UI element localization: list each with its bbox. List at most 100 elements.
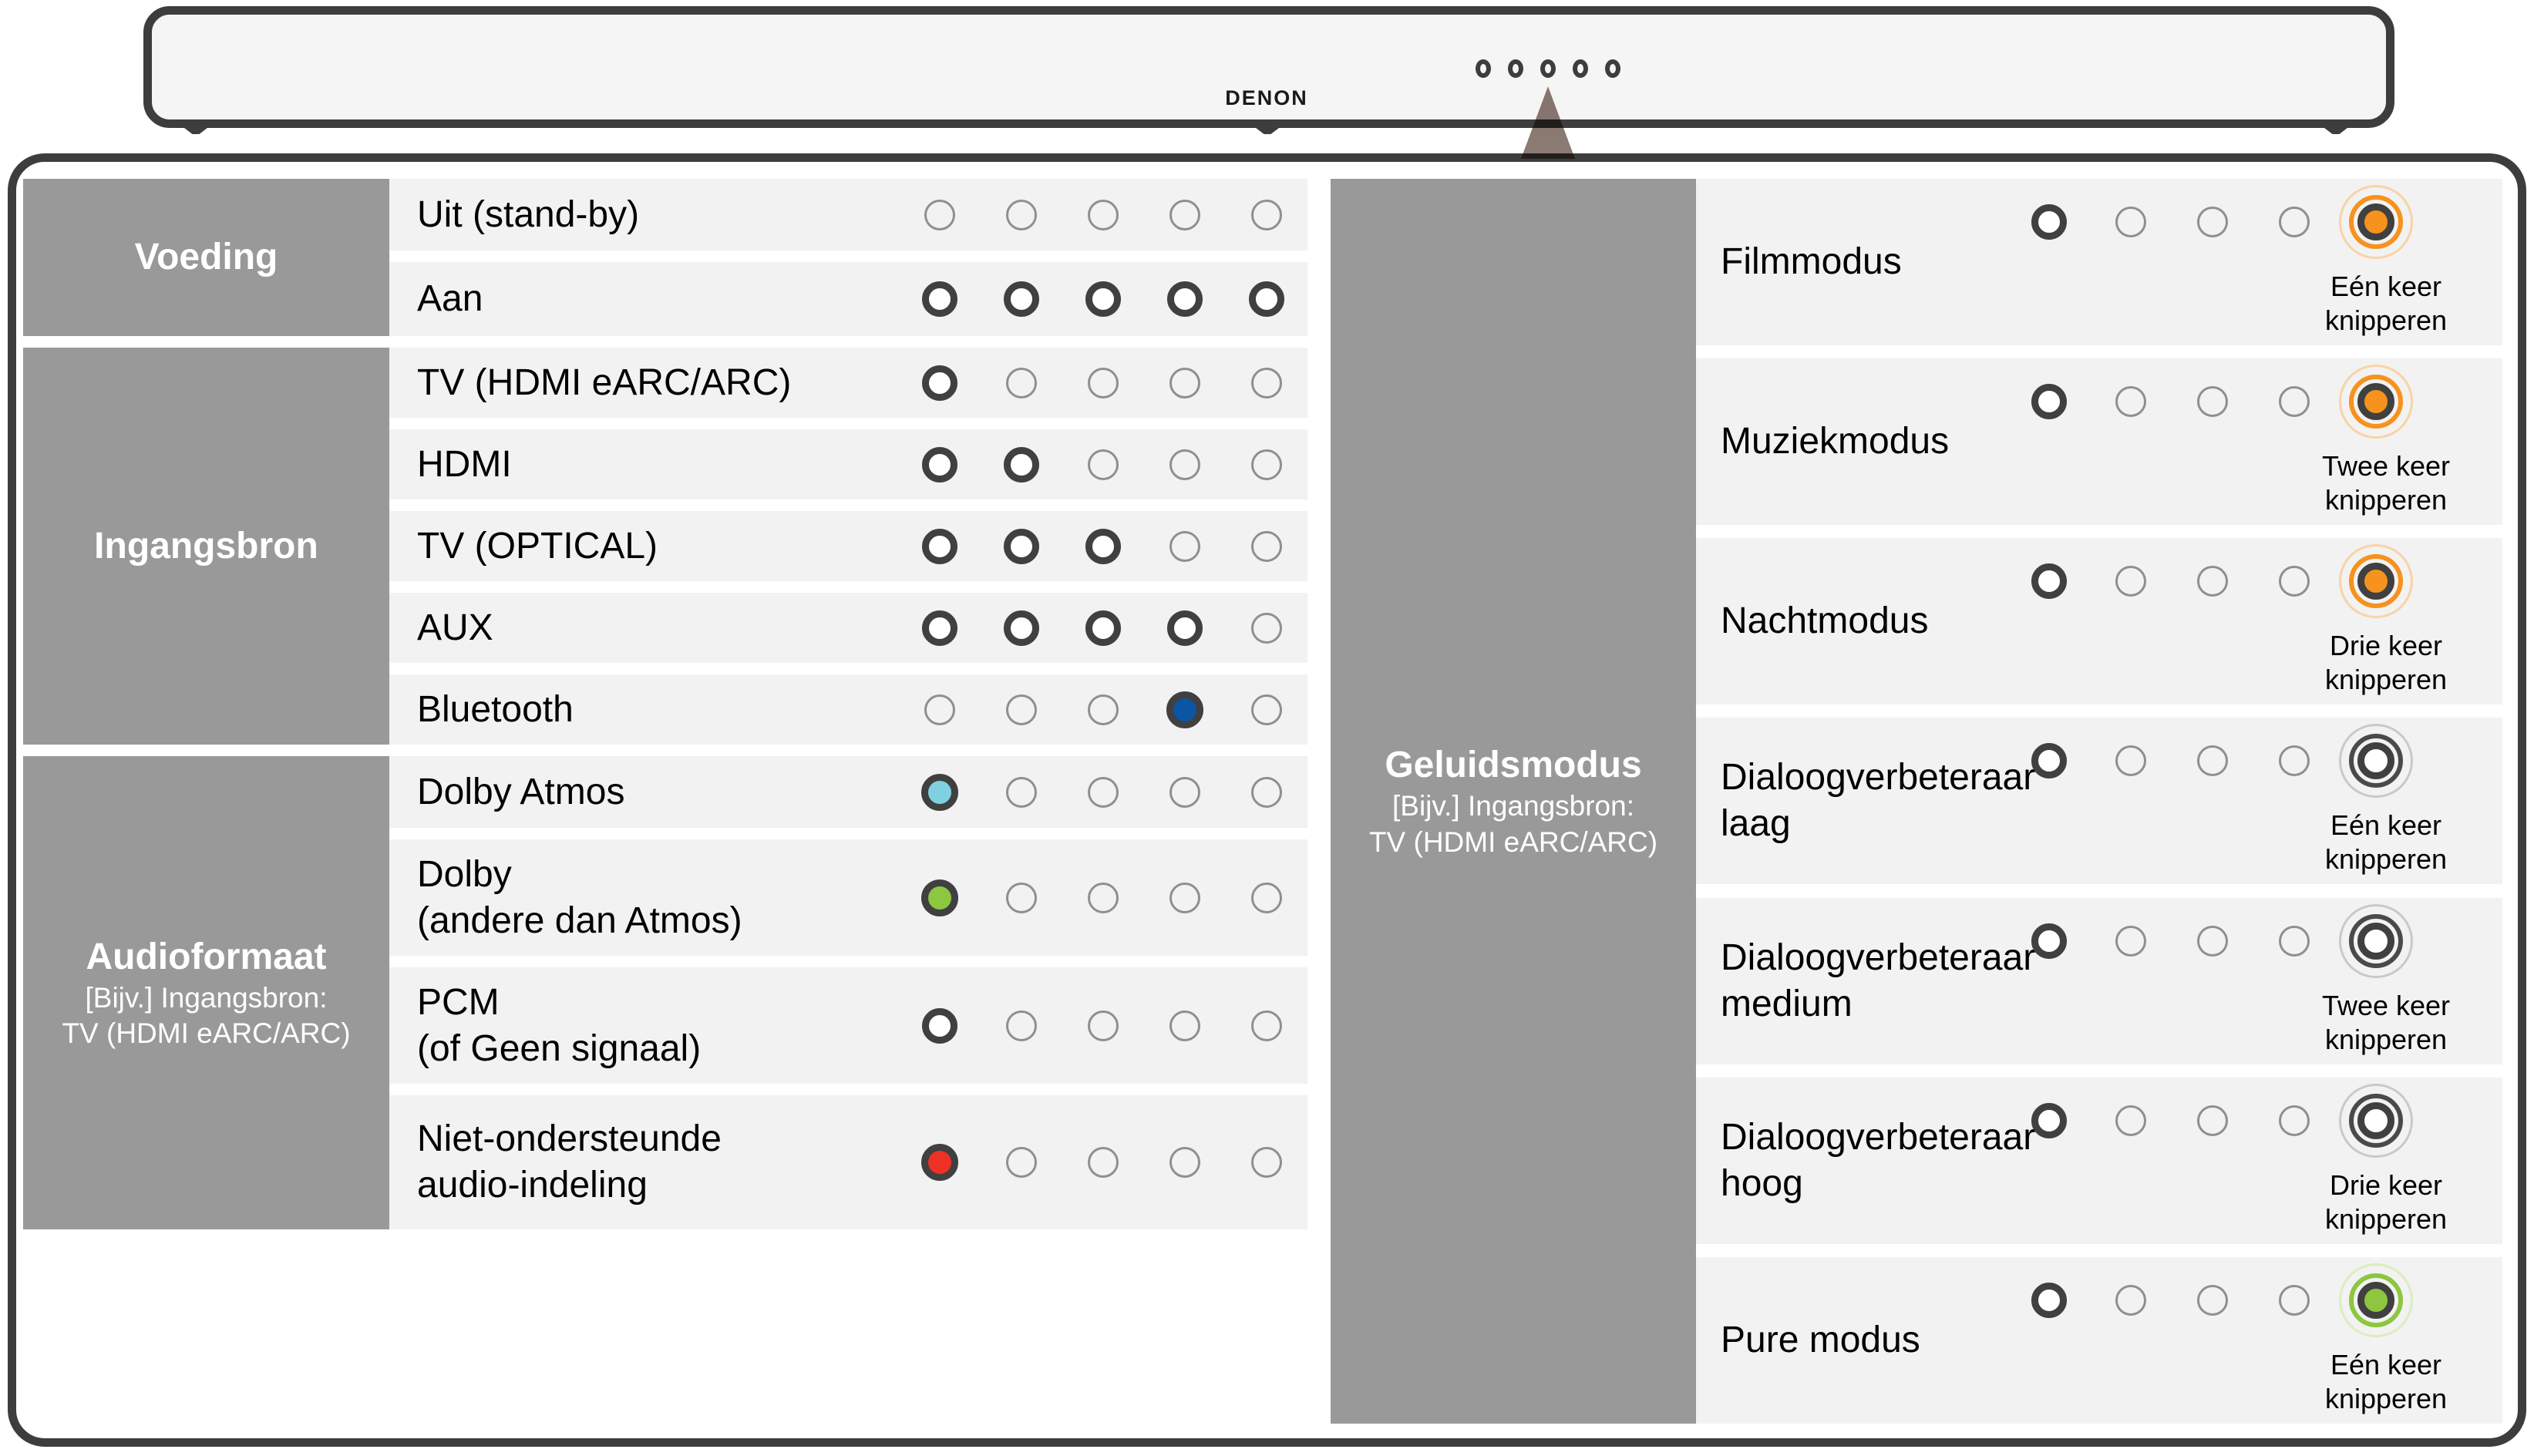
led-4-off-dolby-andere-dan-atmos [1169,882,1200,913]
row-label: Dialoogverbeteraar [1721,937,2036,978]
row-uit-stand-by: Uit (stand-by) [389,179,1307,251]
led-2-on-aan [1004,281,1039,317]
blink-note-dialoogverbeteraar-hoog: Drie keer knipperen [2324,1169,2448,1235]
led-4-off-pure-modus [2279,1285,2310,1316]
blink-note-dialoogverbeteraar-laag: Eén keer knipperen [2324,809,2448,875]
led-4-off-hdmi [1169,449,1200,480]
row-label: Dialoogverbeteraar [1721,1117,2036,1158]
row-label: Pure modus [1721,1320,1920,1360]
led-5-off-tv-optical [1251,530,1282,562]
led-4-off-dialoogverbeteraar-laag [2279,745,2310,776]
led-2-on-hdmi [1004,446,1039,483]
row-label: Niet-ondersteunde [417,1118,722,1159]
led-4-off-pcm-of-geen-signaal [1169,1010,1200,1041]
row-dolby-atmos: Dolby Atmos [389,756,1307,828]
row-hdmi: HDMI [389,429,1307,499]
led-4-off-tv-optical [1169,530,1200,562]
led-3-on-tv-optical [1085,528,1121,564]
led-2-off-nachtmodus [2115,566,2146,597]
blink-note-nachtmodus: Drie keer knipperen [2324,630,2448,695]
row-label: hoog [1721,1163,1803,1204]
led-5-off-uit-stand-by [1251,199,1282,230]
led-1-on-muziekmodus [2031,384,2067,419]
led-1-off-uit-stand-by [924,199,955,230]
row-label: laag [1721,803,1791,844]
led-1-on-aan [922,281,957,317]
led-3-off-hdmi [1088,449,1119,480]
led-5-off-dolby-atmos [1251,776,1282,808]
led-3-off-pcm-of-geen-signaal [1088,1010,1119,1041]
led-4-off-uit-stand-by [1169,199,1200,230]
row-label: Bluetooth [417,688,574,730]
led-2-off-filmmodus [2115,207,2146,237]
led-3-off-dolby-andere-dan-atmos [1088,882,1119,913]
led-2-off-dolby-atmos [1006,776,1037,808]
led-4-off-dialoogverbeteraar-medium [2279,926,2310,957]
row-label: Muziekmodus [1721,421,1950,462]
led-3-off-pure-modus [2197,1285,2228,1316]
led-4-on-aux [1167,610,1203,646]
led-5-on-aan [1249,281,1284,317]
led-1-on-dialoogverbeteraar-laag [2031,743,2067,778]
led-3-off-bluetooth [1088,694,1119,725]
row-label: PCM [417,981,500,1023]
led-5-off-aux [1251,612,1282,644]
soundbar-led-2 [1508,59,1523,78]
led-3-on-aux [1085,610,1121,646]
led-2-off-pcm-of-geen-signaal [1006,1010,1037,1041]
led-4-blue-bluetooth [1166,691,1203,728]
led-4-off-dialoogverbeteraar-hoog [2279,1105,2310,1136]
category-header: Geluidsmodus [1385,745,1642,786]
led-5-off-bluetooth [1251,694,1282,725]
led-3-off-niet-ondersteunde-audio-indeling [1088,1147,1119,1178]
led-1-on-pcm-of-geen-signaal [922,1007,957,1044]
row-label: AUX [417,607,493,648]
soundbar-led-5 [1605,59,1620,78]
row-aux: AUX [389,593,1307,663]
row-niet-ondersteunde-audio-indeling: Niet-ondersteunde audio-indeling [389,1095,1307,1229]
row-aan: Aan [389,262,1307,336]
row-dolby-andere-dan-atmos: Dolby (andere dan Atmos) [389,839,1307,956]
soundbar [143,6,2394,128]
led-1-on-dialoogverbeteraar-hoog [2031,1103,2067,1138]
led-2-off-pure-modus [2115,1285,2146,1316]
category-header: Audioformaat [86,936,327,977]
led-5-off-niet-ondersteunde-audio-indeling [1251,1147,1282,1178]
led-3-on-aan [1085,281,1121,317]
led-4-off-filmmodus [2279,207,2310,237]
category-subheader: TV (HDMI eARC/ARC) [62,1017,351,1049]
led-1-on-tv-hdmi-earc-arc [922,365,957,401]
led-1-on-aux [922,610,957,646]
led-2-off-dialoogverbeteraar-hoog [2115,1105,2146,1136]
row-label: TV (OPTICAL) [417,525,658,567]
led-3-off-filmmodus [2197,207,2228,237]
led-5-blink-white-dialoogverbeteraar-hoog [2339,1084,2413,1158]
blink-note-muziekmodus: Twee keer knipperen [2321,450,2451,516]
led-3-off-tv-hdmi-earc-arc [1088,367,1119,398]
category-subheader: [Bijv.] Ingangsbron: [85,981,328,1014]
led-3-off-dialoogverbeteraar-medium [2197,926,2228,957]
led-3-off-uit-stand-by [1088,199,1119,230]
led-1-cyan-dolby-atmos [921,773,958,811]
led-2-off-uit-stand-by [1006,199,1037,230]
row-label: Aan [417,278,483,319]
blink-note-pure-modus: Eén keer knipperen [2324,1349,2448,1414]
brand-logo: DENON [1225,86,1308,109]
row-tv-optical: TV (OPTICAL) [389,511,1307,581]
led-1-on-dialoogverbeteraar-medium [2031,923,2067,959]
row-label: audio-indeling [417,1165,648,1205]
category-block-ingangsbron: Ingangsbron [23,348,389,745]
led-5-off-pcm-of-geen-signaal [1251,1010,1282,1041]
led-4-off-dolby-atmos [1169,776,1200,808]
led-5-off-hdmi [1251,449,1282,480]
led-5-off-tv-hdmi-earc-arc [1251,367,1282,398]
led-2-on-tv-optical [1004,528,1039,564]
led-1-on-filmmodus [2031,204,2067,240]
led-3-off-nachtmodus [2197,566,2228,597]
category-block-voeding: Voeding [23,179,389,336]
soundbar-led-4 [1573,59,1588,78]
row-label: Dolby [417,853,512,895]
led-4-off-muziekmodus [2279,386,2310,417]
led-2-off-dialoogverbeteraar-medium [2115,926,2146,957]
led-5-blink-white-dialoogverbeteraar-medium [2339,904,2413,978]
